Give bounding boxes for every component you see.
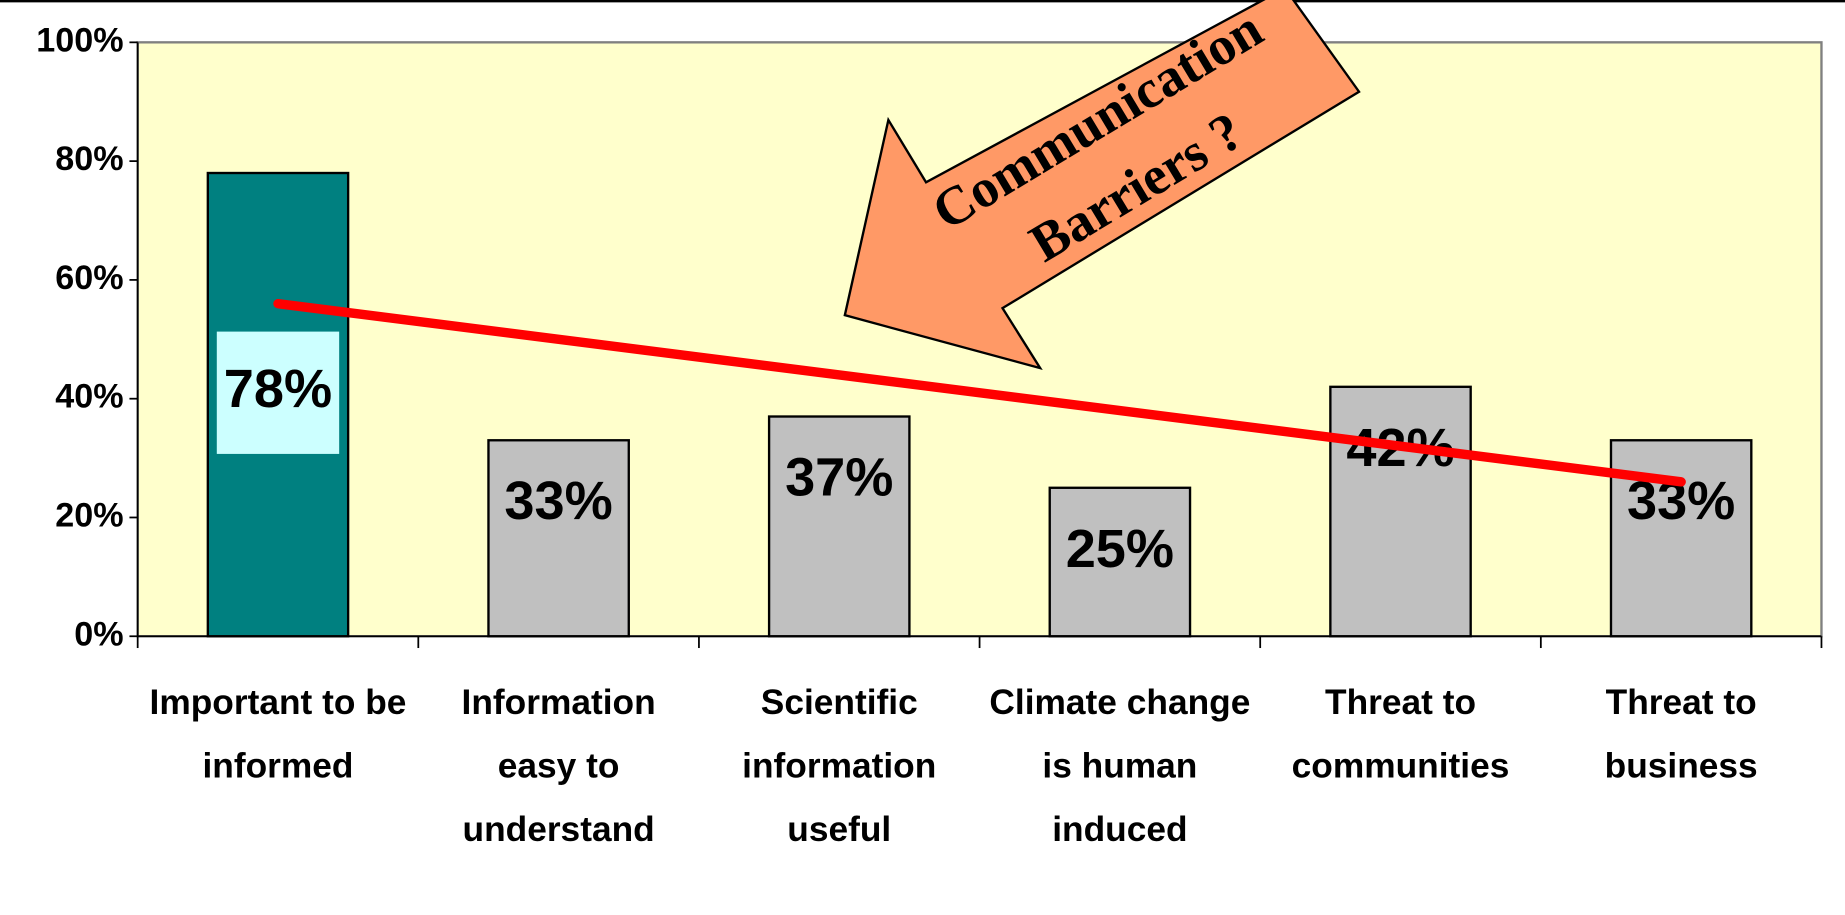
y-tick-label: 60% [55,259,123,297]
bar [487,439,630,638]
x-label-box: Scientific information useful [742,683,937,850]
x-tick-label: Threat to business [1604,683,1758,786]
value-label: 25% [1066,519,1174,579]
y-tick-label: 0% [74,615,123,653]
x-tick-label: Information easy to understand [461,683,656,850]
y-tick-label: 80% [55,140,123,178]
x-label-box: Threat to communities [1291,683,1510,786]
y-tick-label: 20% [55,497,123,535]
value-label: 78% [224,359,332,419]
x-tick-label: Threat to communities [1291,683,1510,786]
x-label-box: Important to be informed [149,683,407,786]
plot-area: 0% 20% 40% 60% 80% 100% 78% Important to be inf… [36,21,1823,850]
arrow-shape [843,0,1361,371]
bar [1329,385,1472,638]
value-label: 33% [504,471,612,531]
x-tick-label: Scientific information useful [742,683,937,850]
x-label-box: Climate change is human induced [989,683,1251,850]
bar [1609,439,1753,638]
trend-line [273,298,1686,487]
y-tick-label: 40% [55,378,123,416]
bar [1048,486,1192,638]
x-label-box: Threat to business [1604,683,1758,786]
y-tick-label: 100% [36,21,123,59]
value-label: 37% [785,448,893,508]
x-label-box: Information easy to understand [461,683,656,850]
x-tick-label: Climate change is human induced [989,683,1251,850]
value-label-box [216,331,340,454]
x-tick-label: Important to be informed [149,683,407,786]
